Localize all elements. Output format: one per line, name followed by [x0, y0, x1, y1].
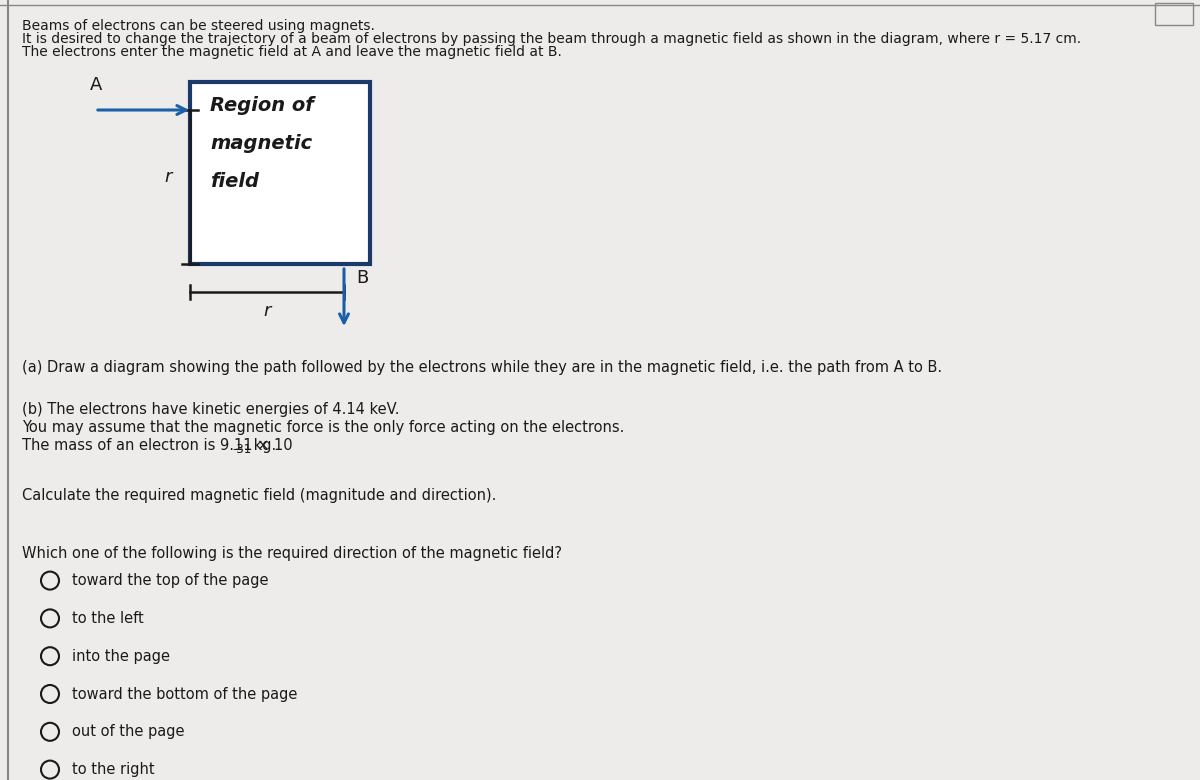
Bar — [1154, 3, 1193, 25]
Text: field: field — [210, 172, 259, 191]
Text: It is desired to change the trajectory of a beam of electrons by passing the bea: It is desired to change the trajectory o… — [22, 32, 1081, 46]
Text: (a) Draw a diagram showing the path followed by the electrons while they are in : (a) Draw a diagram showing the path foll… — [22, 360, 942, 375]
Text: B: B — [356, 269, 368, 287]
Text: (b) The electrons have kinetic energies of 4.14 keV.: (b) The electrons have kinetic energies … — [22, 402, 400, 417]
Text: to the left: to the left — [72, 611, 144, 626]
Text: r: r — [263, 302, 271, 320]
Text: kg.: kg. — [248, 438, 276, 453]
Text: Beams of electrons can be steered using magnets.: Beams of electrons can be steered using … — [22, 19, 374, 33]
Text: r: r — [164, 168, 172, 186]
Text: to the right: to the right — [72, 762, 155, 777]
Text: toward the bottom of the page: toward the bottom of the page — [72, 686, 298, 701]
Text: A: A — [90, 76, 102, 94]
Text: Region of: Region of — [210, 96, 313, 115]
Text: out of the page: out of the page — [72, 725, 185, 739]
Text: Which one of the following is the required direction of the magnetic field?: Which one of the following is the requir… — [22, 546, 562, 561]
Text: The electrons enter the magnetic field at A and leave the magnetic field at B.: The electrons enter the magnetic field a… — [22, 45, 562, 59]
Text: -31: -31 — [233, 443, 252, 456]
Text: magnetic: magnetic — [210, 134, 312, 153]
Text: into the page: into the page — [72, 649, 170, 664]
Text: You may assume that the magnetic force is the only force acting on the electrons: You may assume that the magnetic force i… — [22, 420, 624, 435]
Text: toward the top of the page: toward the top of the page — [72, 573, 269, 588]
Bar — [190, 82, 370, 264]
Text: The mass of an electron is 9.11 × 10: The mass of an electron is 9.11 × 10 — [22, 438, 293, 453]
Text: Calculate the required magnetic field (magnitude and direction).: Calculate the required magnetic field (m… — [22, 488, 497, 503]
